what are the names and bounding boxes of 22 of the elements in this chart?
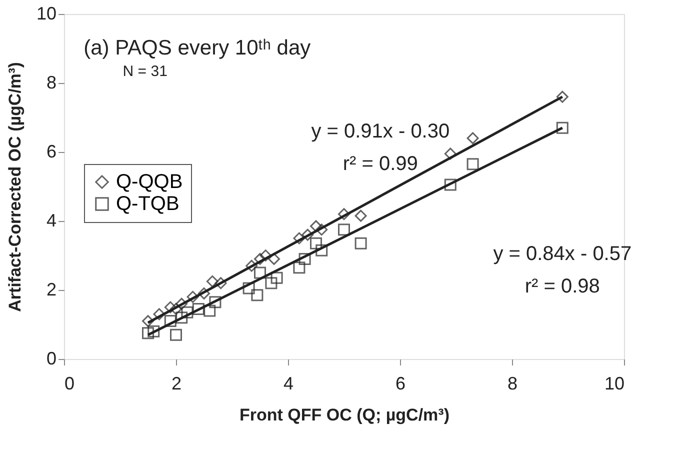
annotation: r² = 0.99: [342, 153, 418, 176]
y-tick-label: 6: [46, 142, 56, 162]
x-tick-label: 6: [395, 374, 406, 394]
y-tick-label: 8: [46, 72, 56, 92]
x-tick-label: 4: [283, 374, 294, 394]
annotation: r² = 0.98: [524, 276, 600, 298]
y-axis-title: Artifact-Corrected OC (µgC/m³): [5, 62, 24, 312]
x-tick-label: 2: [171, 374, 182, 394]
y-tick-label: 4: [46, 210, 56, 230]
annotation: y = 0.84x - 0.57: [493, 242, 632, 265]
text: (a) PAQS every 10ᵗʰ day: [84, 36, 312, 60]
x-tick-label: 10: [604, 374, 624, 394]
x-tick-label: 8: [507, 374, 518, 394]
x-axis-title: Front QFF OC (Q; µgC/m³): [240, 406, 450, 424]
legend-label: Q-TQB: [116, 193, 180, 215]
legend-label: Q-QQB: [116, 171, 183, 193]
annotation: N = 31: [122, 62, 168, 80]
y-tick-label: 0: [46, 348, 56, 368]
y-tick-label: 10: [36, 4, 56, 24]
y-tick-label: 2: [46, 280, 56, 300]
annotation: y = 0.91x - 0.30: [311, 120, 450, 142]
x-tick-label: 0: [64, 374, 75, 394]
